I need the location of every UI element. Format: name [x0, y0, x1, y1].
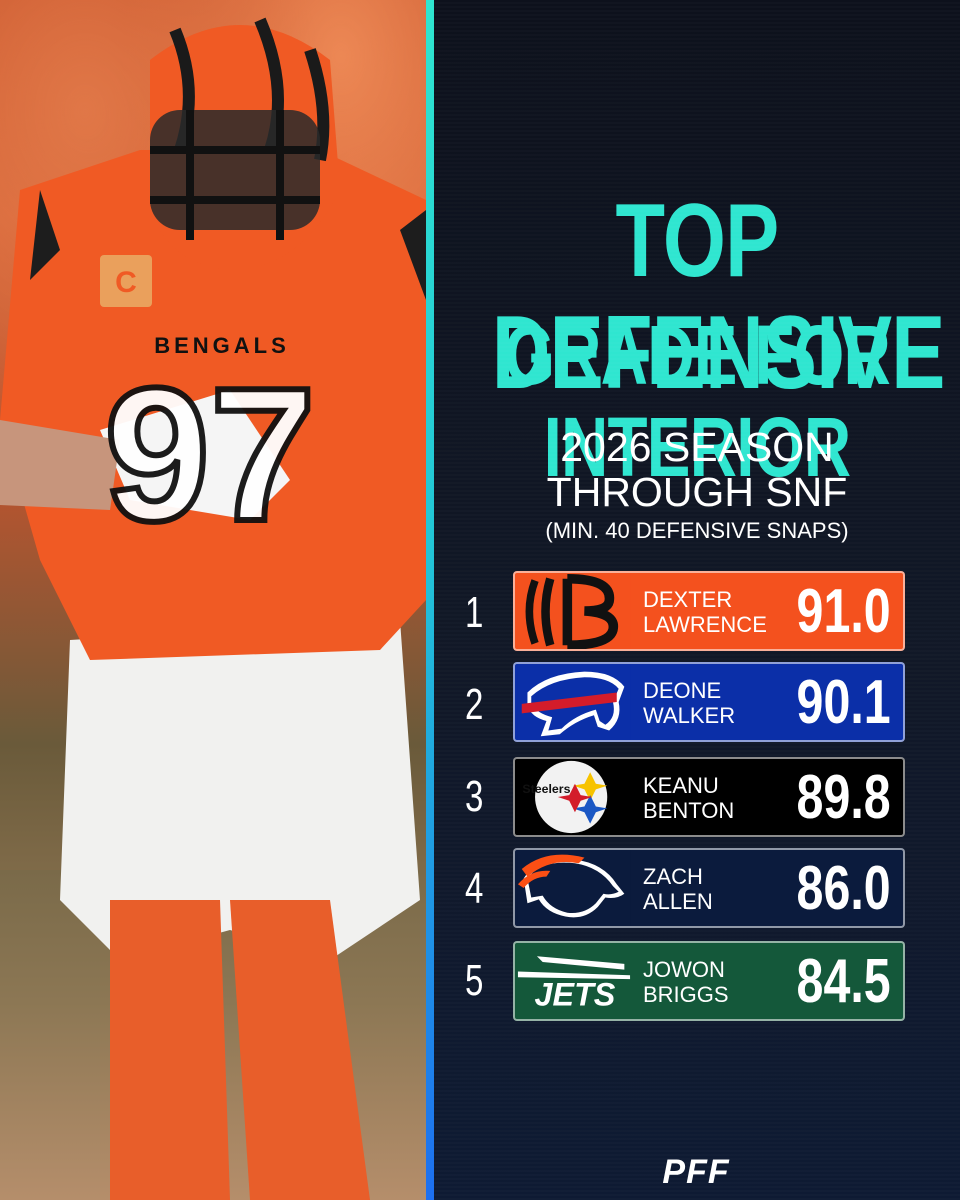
steelers-wordmark: Steelers	[522, 782, 570, 796]
subtitle-minimum: (MIN. 40 DEFENSIVE SNAPS)	[545, 518, 849, 543]
player-first-name: DEONE	[643, 678, 722, 703]
player-grade: 84.5	[796, 947, 891, 1016]
broncos-logo-icon	[517, 850, 631, 926]
player-name: DEONE WALKER	[643, 678, 793, 728]
rank-number: 3	[465, 772, 484, 821]
ranking-row-4: ZACH ALLEN 86.0	[513, 848, 905, 928]
rank-number: 5	[465, 956, 484, 1005]
player-name: ZACH ALLEN	[643, 864, 793, 914]
ranking-row-3: Steelers KEANU BENTON 89.8	[513, 757, 905, 837]
headline-line-1: TOP DEFENSIVE	[491, 183, 946, 411]
player-last-name: BRIGGS	[643, 982, 729, 1007]
jets-wordmark: JETS	[535, 977, 616, 1013]
player-first-name: KEANU	[643, 773, 719, 798]
player-grade: 90.1	[796, 668, 891, 737]
player-name: KEANU BENTON	[643, 773, 793, 823]
panel-divider	[426, 0, 434, 1200]
player-grade: 86.0	[796, 854, 891, 923]
ranking-row-2: DEONE WALKER 90.1	[513, 662, 905, 742]
subtitle-season: 2026 SEASON	[560, 424, 834, 470]
rank-number: 2	[465, 680, 484, 729]
player-name: JOWON BRIGGS	[643, 957, 793, 1007]
subtitle-through: THROUGH SNF	[546, 469, 848, 515]
player-first-name: DEXTER	[643, 587, 733, 612]
jersey-number-text: 97	[104, 349, 315, 561]
player-grade: 89.8	[796, 763, 891, 832]
jets-logo-icon: JETS	[517, 943, 631, 1019]
player-name: DEXTER LAWRENCE	[643, 587, 793, 637]
player-last-name: BENTON	[643, 798, 735, 823]
player-illustration: BENGALS 97 C	[0, 17, 426, 1200]
bills-logo-icon	[517, 664, 631, 740]
headline-line-2: GRADE FOR INTERIOR	[503, 308, 891, 494]
rank-number: 1	[465, 588, 484, 637]
player-photo: BENGALS 97 C	[0, 0, 426, 1200]
player-last-name: ALLEN	[643, 889, 713, 914]
pff-logo: PFF	[662, 1153, 730, 1191]
ranking-row-1: DEXTER LAWRENCE 91.0	[513, 571, 905, 651]
rank-number: 4	[465, 864, 484, 913]
ranking-row-5: JETS JOWON BRIGGS 84.5	[513, 941, 905, 1021]
player-last-name: WALKER	[643, 703, 736, 728]
player-first-name: ZACH	[643, 864, 703, 889]
player-first-name: JOWON	[643, 957, 725, 982]
steelers-logo-icon: Steelers	[517, 759, 631, 835]
captain-patch: C	[115, 266, 137, 299]
player-grade: 91.0	[796, 577, 891, 646]
player-last-name: LAWRENCE	[643, 612, 767, 637]
jersey-team-text: BENGALS	[154, 333, 290, 358]
bengals-logo-icon	[517, 573, 631, 649]
